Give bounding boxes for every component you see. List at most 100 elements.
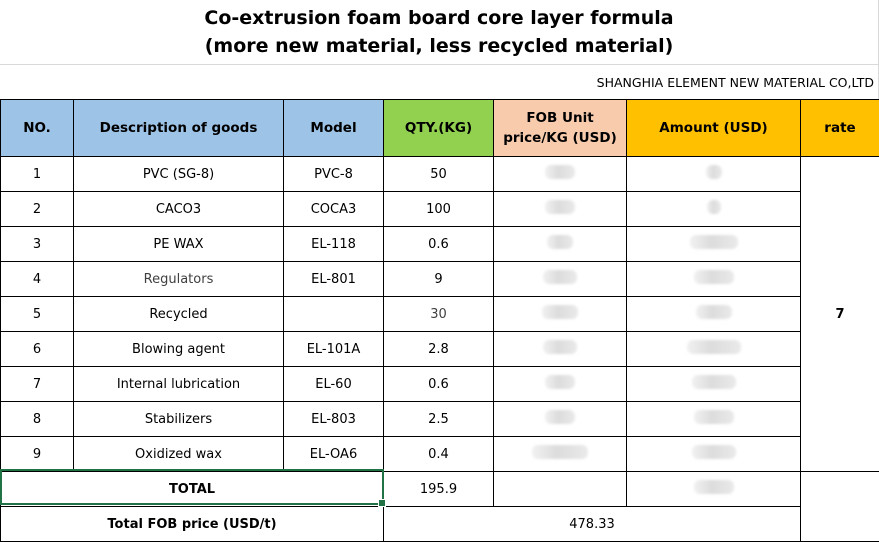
redacted-value (706, 165, 722, 179)
table-row: 4 Regulators EL-801 9 (1, 262, 879, 297)
table-row: 8 Stabilizers EL-803 2.5 (1, 402, 879, 437)
cell-description[interactable]: Oxidized wax (74, 437, 284, 472)
cell-qty[interactable]: 30 (384, 297, 494, 332)
cell-amount-redacted[interactable] (627, 157, 801, 192)
total-row: TOTAL 195.9 (1, 472, 879, 507)
company-name: SHANGHIA ELEMENT NEW MATERIAL CO,LTD (0, 65, 879, 99)
cell-model[interactable]: EL-101A (284, 332, 384, 367)
cell-description[interactable]: CACO3 (74, 192, 284, 227)
cell-qty[interactable]: 9 (384, 262, 494, 297)
table-row: 5 Recycled 30 (1, 297, 879, 332)
header-no[interactable]: NO. (1, 100, 74, 157)
cell-model[interactable]: EL-803 (284, 402, 384, 437)
total-rate-empty[interactable] (801, 472, 879, 507)
table-row: 6 Blowing agent EL-101A 2.8 (1, 332, 879, 367)
cell-amount-redacted[interactable] (627, 332, 801, 367)
cell-qty[interactable]: 0.6 (384, 367, 494, 402)
header-model[interactable]: Model (284, 100, 384, 157)
cell-no[interactable]: 2 (1, 192, 74, 227)
cell-fob-price-redacted[interactable] (494, 157, 627, 192)
cell-fob-price-redacted[interactable] (494, 192, 627, 227)
total-fob-rate-empty[interactable] (801, 507, 879, 542)
cell-fob-price-redacted[interactable] (494, 297, 627, 332)
total-label[interactable]: TOTAL (1, 472, 384, 507)
header-amount[interactable]: Amount (USD) (627, 100, 801, 157)
cell-no[interactable]: 8 (1, 402, 74, 437)
cell-amount-redacted[interactable] (627, 437, 801, 472)
total-fob-value[interactable]: 478.33 (384, 507, 801, 542)
cell-no[interactable]: 5 (1, 297, 74, 332)
cell-amount-redacted[interactable] (627, 262, 801, 297)
redacted-value (694, 410, 734, 424)
redacted-value (543, 270, 577, 284)
cell-fob-price-redacted[interactable] (494, 402, 627, 437)
table-row: 3 PE WAX EL-118 0.6 (1, 227, 879, 262)
header-qty[interactable]: QTY.(KG) (384, 100, 494, 157)
redacted-value (542, 305, 578, 319)
cell-description[interactable]: Blowing agent (74, 332, 284, 367)
redacted-value (547, 235, 573, 249)
cell-model[interactable]: EL-OA6 (284, 437, 384, 472)
header-description[interactable]: Description of goods (74, 100, 284, 157)
cell-no[interactable]: 9 (1, 437, 74, 472)
cell-model[interactable]: COCA3 (284, 192, 384, 227)
cell-rate[interactable]: 7 (801, 157, 879, 472)
total-qty[interactable]: 195.9 (384, 472, 494, 507)
cell-qty[interactable]: 2.5 (384, 402, 494, 437)
table-row: 9 Oxidized wax EL-OA6 0.4 (1, 437, 879, 472)
table-row: 7 Internal lubrication EL-60 0.6 (1, 367, 879, 402)
redacted-value (545, 200, 575, 214)
redacted-value (696, 305, 732, 319)
redacted-value (694, 270, 734, 284)
cell-description[interactable]: Regulators (74, 262, 284, 297)
cell-no[interactable]: 3 (1, 227, 74, 262)
cell-qty[interactable]: 0.4 (384, 437, 494, 472)
header-fob-unit-price[interactable]: FOB Unit price/KG (USD) (494, 100, 627, 157)
header-rate[interactable]: rate (801, 100, 879, 157)
sheet-title: Co-extrusion foam board core layer formu… (0, 0, 879, 65)
header-row: NO. Description of goods Model QTY.(KG) … (1, 100, 879, 157)
cell-description[interactable]: PE WAX (74, 227, 284, 262)
title-line-1: Co-extrusion foam board core layer formu… (204, 4, 673, 32)
cell-description[interactable]: Stabilizers (74, 402, 284, 437)
cell-qty[interactable]: 50 (384, 157, 494, 192)
cell-description[interactable]: Recycled (74, 297, 284, 332)
cell-no[interactable]: 6 (1, 332, 74, 367)
cell-amount-redacted[interactable] (627, 297, 801, 332)
cell-fob-price-redacted[interactable] (494, 367, 627, 402)
cell-model[interactable] (284, 297, 384, 332)
cell-model[interactable]: EL-60 (284, 367, 384, 402)
total-fob-row: Total FOB price (USD/t) 478.33 (1, 507, 879, 542)
formula-table: NO. Description of goods Model QTY.(KG) … (0, 99, 879, 542)
cell-model[interactable]: EL-801 (284, 262, 384, 297)
header-fob-line-2: price/KG (USD) (494, 128, 626, 148)
redacted-value (545, 410, 575, 424)
cell-amount-redacted[interactable] (627, 192, 801, 227)
redacted-value (545, 165, 575, 179)
redacted-value (545, 375, 575, 389)
cell-amount-redacted[interactable] (627, 402, 801, 437)
total-fob-label[interactable]: Total FOB price (USD/t) (1, 507, 384, 542)
cell-description[interactable]: Internal lubrication (74, 367, 284, 402)
cell-no[interactable]: 7 (1, 367, 74, 402)
cell-qty[interactable]: 100 (384, 192, 494, 227)
title-line-2: (more new material, less recycled materi… (205, 32, 674, 60)
cell-amount-redacted[interactable] (627, 227, 801, 262)
redacted-value (707, 200, 721, 214)
cell-model[interactable]: EL-118 (284, 227, 384, 262)
cell-qty[interactable]: 2.8 (384, 332, 494, 367)
cell-model[interactable]: PVC-8 (284, 157, 384, 192)
redacted-value (532, 445, 588, 459)
total-amount-redacted[interactable] (627, 472, 801, 507)
table-row: 2 CACO3 COCA3 100 (1, 192, 879, 227)
cell-fob-price-redacted[interactable] (494, 227, 627, 262)
cell-fob-price-redacted[interactable] (494, 332, 627, 367)
cell-no[interactable]: 4 (1, 262, 74, 297)
cell-description[interactable]: PVC (SG-8) (74, 157, 284, 192)
cell-fob-price-redacted[interactable] (494, 437, 627, 472)
cell-fob-price-redacted[interactable] (494, 262, 627, 297)
cell-qty[interactable]: 0.6 (384, 227, 494, 262)
cell-no[interactable]: 1 (1, 157, 74, 192)
total-fob-empty[interactable] (494, 472, 627, 507)
cell-amount-redacted[interactable] (627, 367, 801, 402)
